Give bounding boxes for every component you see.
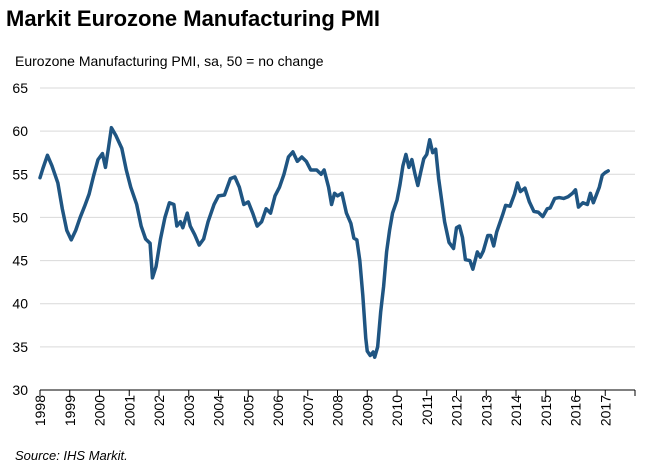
y-tick-label: 55	[12, 166, 28, 182]
x-tick-label: 2005	[240, 395, 256, 426]
x-tick-label: 2007	[300, 395, 316, 426]
x-tick-label: 2016	[568, 395, 584, 426]
x-tick-label: 2002	[151, 395, 167, 426]
y-tick-label: 65	[12, 80, 28, 96]
y-tick-label: 30	[12, 382, 28, 398]
x-tick-label: 2003	[181, 395, 197, 426]
y-tick-label: 50	[12, 209, 28, 225]
chart-subtitle: Eurozone Manufacturing PMI, sa, 50 = no …	[15, 53, 324, 69]
x-tick-label: 2006	[270, 395, 286, 426]
x-tick-label: 2015	[538, 395, 554, 426]
source-note: Source: IHS Markit.	[15, 448, 128, 463]
x-tick-label: 2017	[597, 395, 613, 426]
x-tick-label: 2004	[211, 395, 227, 426]
x-tick-label: 2012	[449, 395, 465, 426]
y-tick-label: 40	[12, 296, 28, 312]
x-tick-label: 1999	[62, 395, 78, 426]
x-tick-label: 2001	[121, 395, 137, 426]
x-tick-label: 2008	[330, 395, 346, 426]
x-tick-label: 2009	[359, 395, 375, 426]
x-tick-label: 2014	[508, 395, 524, 426]
chart-title: Markit Eurozone Manufacturing PMI	[6, 6, 380, 31]
x-tick-label: 1998	[32, 395, 48, 426]
data-line	[38, 125, 610, 359]
x-tick-label: 2000	[92, 395, 108, 426]
x-tick-label: 2013	[478, 395, 494, 426]
y-tick-label: 35	[12, 339, 28, 355]
y-tick-label: 45	[12, 253, 28, 269]
x-tick-label: 2010	[389, 395, 405, 426]
y-tick-label: 60	[12, 123, 28, 139]
x-tick-label: 2011	[419, 395, 435, 425]
